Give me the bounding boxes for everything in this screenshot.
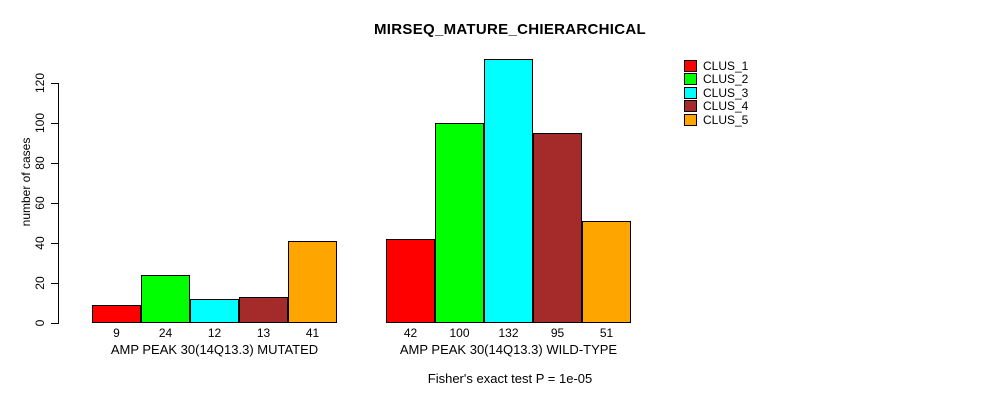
legend: CLUS_1 CLUS_2 CLUS_3 CLUS_4 CLUS_5 [684,59,748,127]
y-tick [51,123,58,124]
y-tick [51,283,58,284]
y-tick [51,203,58,204]
legend-label: CLUS_2 [703,72,749,87]
y-tick-label: 20 [33,276,47,290]
legend-label: CLUS_3 [703,85,749,100]
bar-value-label: 42 [403,326,418,340]
bar-value-label: 24 [158,326,173,340]
bar-value-label: 9 [113,326,120,340]
bar-value-label: 13 [256,326,271,340]
bar-clus_2-mutated [141,275,190,323]
legend-swatch-icon [684,100,697,113]
y-tick [51,83,58,84]
y-tick-label: 40 [33,236,47,250]
legend-swatch-icon [684,86,697,99]
y-tick [51,163,58,164]
bar-value-label: 41 [305,326,320,340]
legend-item-clus_2: CLUS_2 [684,73,748,87]
y-axis-label: number of cases [19,137,33,227]
legend-label: CLUS_1 [703,58,749,73]
x-category-label-mutated: AMP PEAK 30(14Q13.3) MUTATED [110,342,319,357]
bar-clus_1-wild-type [386,239,435,323]
y-tick-label: 120 [33,72,47,94]
y-tick [51,323,58,324]
bar-value-label: 100 [449,326,470,340]
legend-item-clus_4: CLUS_4 [684,100,748,114]
legend-item-clus_1: CLUS_1 [684,59,748,73]
y-tick-label: 80 [33,156,47,170]
legend-swatch-icon [684,113,697,126]
legend-swatch-icon [684,73,697,86]
y-tick-label: 0 [33,319,47,327]
bar-clus_5-mutated [288,241,337,323]
bar-value-label: 51 [599,326,614,340]
x-category-label-wild-type: AMP PEAK 30(14Q13.3) WILD-TYPE [399,342,618,357]
legend-swatch-icon [684,59,697,72]
y-tick-label: 60 [33,196,47,210]
y-tick [51,243,58,244]
y-tick-label: 100 [33,112,47,134]
bar-value-label: 12 [207,326,222,340]
annotation-text: Fisher's exact test P = 1e-05 [427,371,593,386]
bar-clus_2-wild-type [435,123,484,323]
bar-clus_3-wild-type [484,59,533,323]
y-axis-line [58,83,59,324]
legend-label: CLUS_4 [703,99,749,114]
legend-item-clus_3: CLUS_3 [684,86,748,100]
bar-clus_1-mutated [92,305,141,323]
chart-title: MIRSEQ_MATURE_CHIERARCHICAL [374,21,646,38]
bar-clus_4-mutated [239,297,288,323]
bar-value-label: 132 [498,326,519,340]
legend-label: CLUS_5 [703,112,749,127]
legend-item-clus_5: CLUS_5 [684,113,748,127]
bar-clus_4-wild-type [533,133,582,323]
bar-value-label: 95 [550,326,565,340]
bar-clus_5-wild-type [582,221,631,323]
bar-clus_3-mutated [190,299,239,323]
